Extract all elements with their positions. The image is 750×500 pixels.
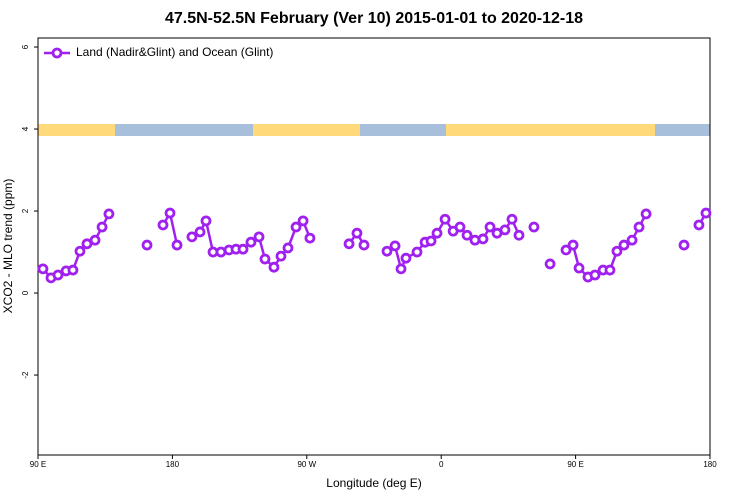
data-point	[96, 221, 108, 233]
data-point	[400, 252, 412, 264]
x-tick-label: 90 E	[30, 460, 46, 469]
data-point	[513, 229, 525, 241]
x-tick-label: 0	[439, 460, 444, 469]
data-point	[237, 243, 249, 255]
data-point	[693, 219, 705, 231]
x-tick-label: 90 E	[567, 460, 583, 469]
data-point	[245, 236, 257, 248]
data-point	[589, 269, 601, 281]
data-point	[253, 231, 265, 243]
data-point	[103, 208, 115, 220]
data-point	[194, 226, 206, 238]
data-point	[37, 263, 49, 275]
data-point	[560, 244, 572, 256]
data-point	[304, 232, 316, 244]
legend-label: Land (Nadir&Glint) and Ocean (Glint)	[76, 45, 273, 59]
plot-frame	[37, 37, 711, 456]
data-point	[431, 227, 443, 239]
data-point	[297, 215, 309, 227]
data-point	[477, 233, 489, 245]
x-tick-label: 180	[703, 460, 717, 469]
data-point	[275, 250, 287, 262]
data-point	[358, 239, 370, 251]
data-point	[626, 234, 638, 246]
data-point	[640, 208, 652, 220]
data-point	[259, 253, 271, 265]
data-point	[618, 239, 630, 251]
data-point	[700, 207, 712, 219]
legend-marker	[51, 47, 63, 59]
data-point	[171, 239, 183, 251]
data-point	[604, 264, 616, 276]
data-point	[81, 238, 93, 250]
data-point	[282, 242, 294, 254]
data-point	[268, 261, 280, 273]
data-point	[343, 238, 355, 250]
data-point	[89, 234, 101, 246]
data-point	[499, 224, 511, 236]
data-point	[351, 227, 363, 239]
data-point	[506, 213, 518, 225]
data-point	[67, 264, 79, 276]
data-point	[164, 207, 176, 219]
data-point	[484, 221, 496, 233]
y-tick-label: 0	[21, 290, 30, 295]
data-point	[141, 239, 153, 251]
y-tick-label: 6	[21, 44, 30, 49]
data-point	[454, 221, 466, 233]
x-tick-label: 90 W	[297, 460, 316, 469]
y-axis-label: XCO2 - MLO trend (ppm)	[1, 179, 15, 314]
data-point	[611, 245, 623, 257]
data-point	[461, 229, 473, 241]
data-point	[439, 213, 451, 225]
data-point	[678, 239, 690, 251]
data-point	[186, 231, 198, 243]
y-tick-label: 2	[21, 208, 30, 213]
data-point	[52, 269, 64, 281]
data-point	[290, 221, 302, 233]
data-point	[425, 235, 437, 247]
data-point	[544, 258, 556, 270]
data-point	[389, 240, 401, 252]
land-ocean-strip	[38, 124, 710, 136]
data-point	[157, 219, 169, 231]
data-point	[74, 245, 86, 257]
data-point	[411, 246, 423, 258]
data-point	[633, 221, 645, 233]
data-point	[528, 221, 540, 233]
data-point	[573, 262, 585, 274]
chart-title: 47.5N-52.5N February (Ver 10) 2015-01-01…	[165, 10, 583, 27]
data-point	[567, 239, 579, 251]
data-point	[469, 234, 481, 246]
y-tick-label: 4	[21, 126, 30, 131]
y-tick-label: -2	[21, 371, 30, 379]
x-axis-label: Longitude (deg E)	[326, 476, 421, 490]
data-point	[395, 263, 407, 275]
data-point	[200, 215, 212, 227]
data-point	[381, 245, 393, 257]
x-tick-label: 180	[166, 460, 180, 469]
